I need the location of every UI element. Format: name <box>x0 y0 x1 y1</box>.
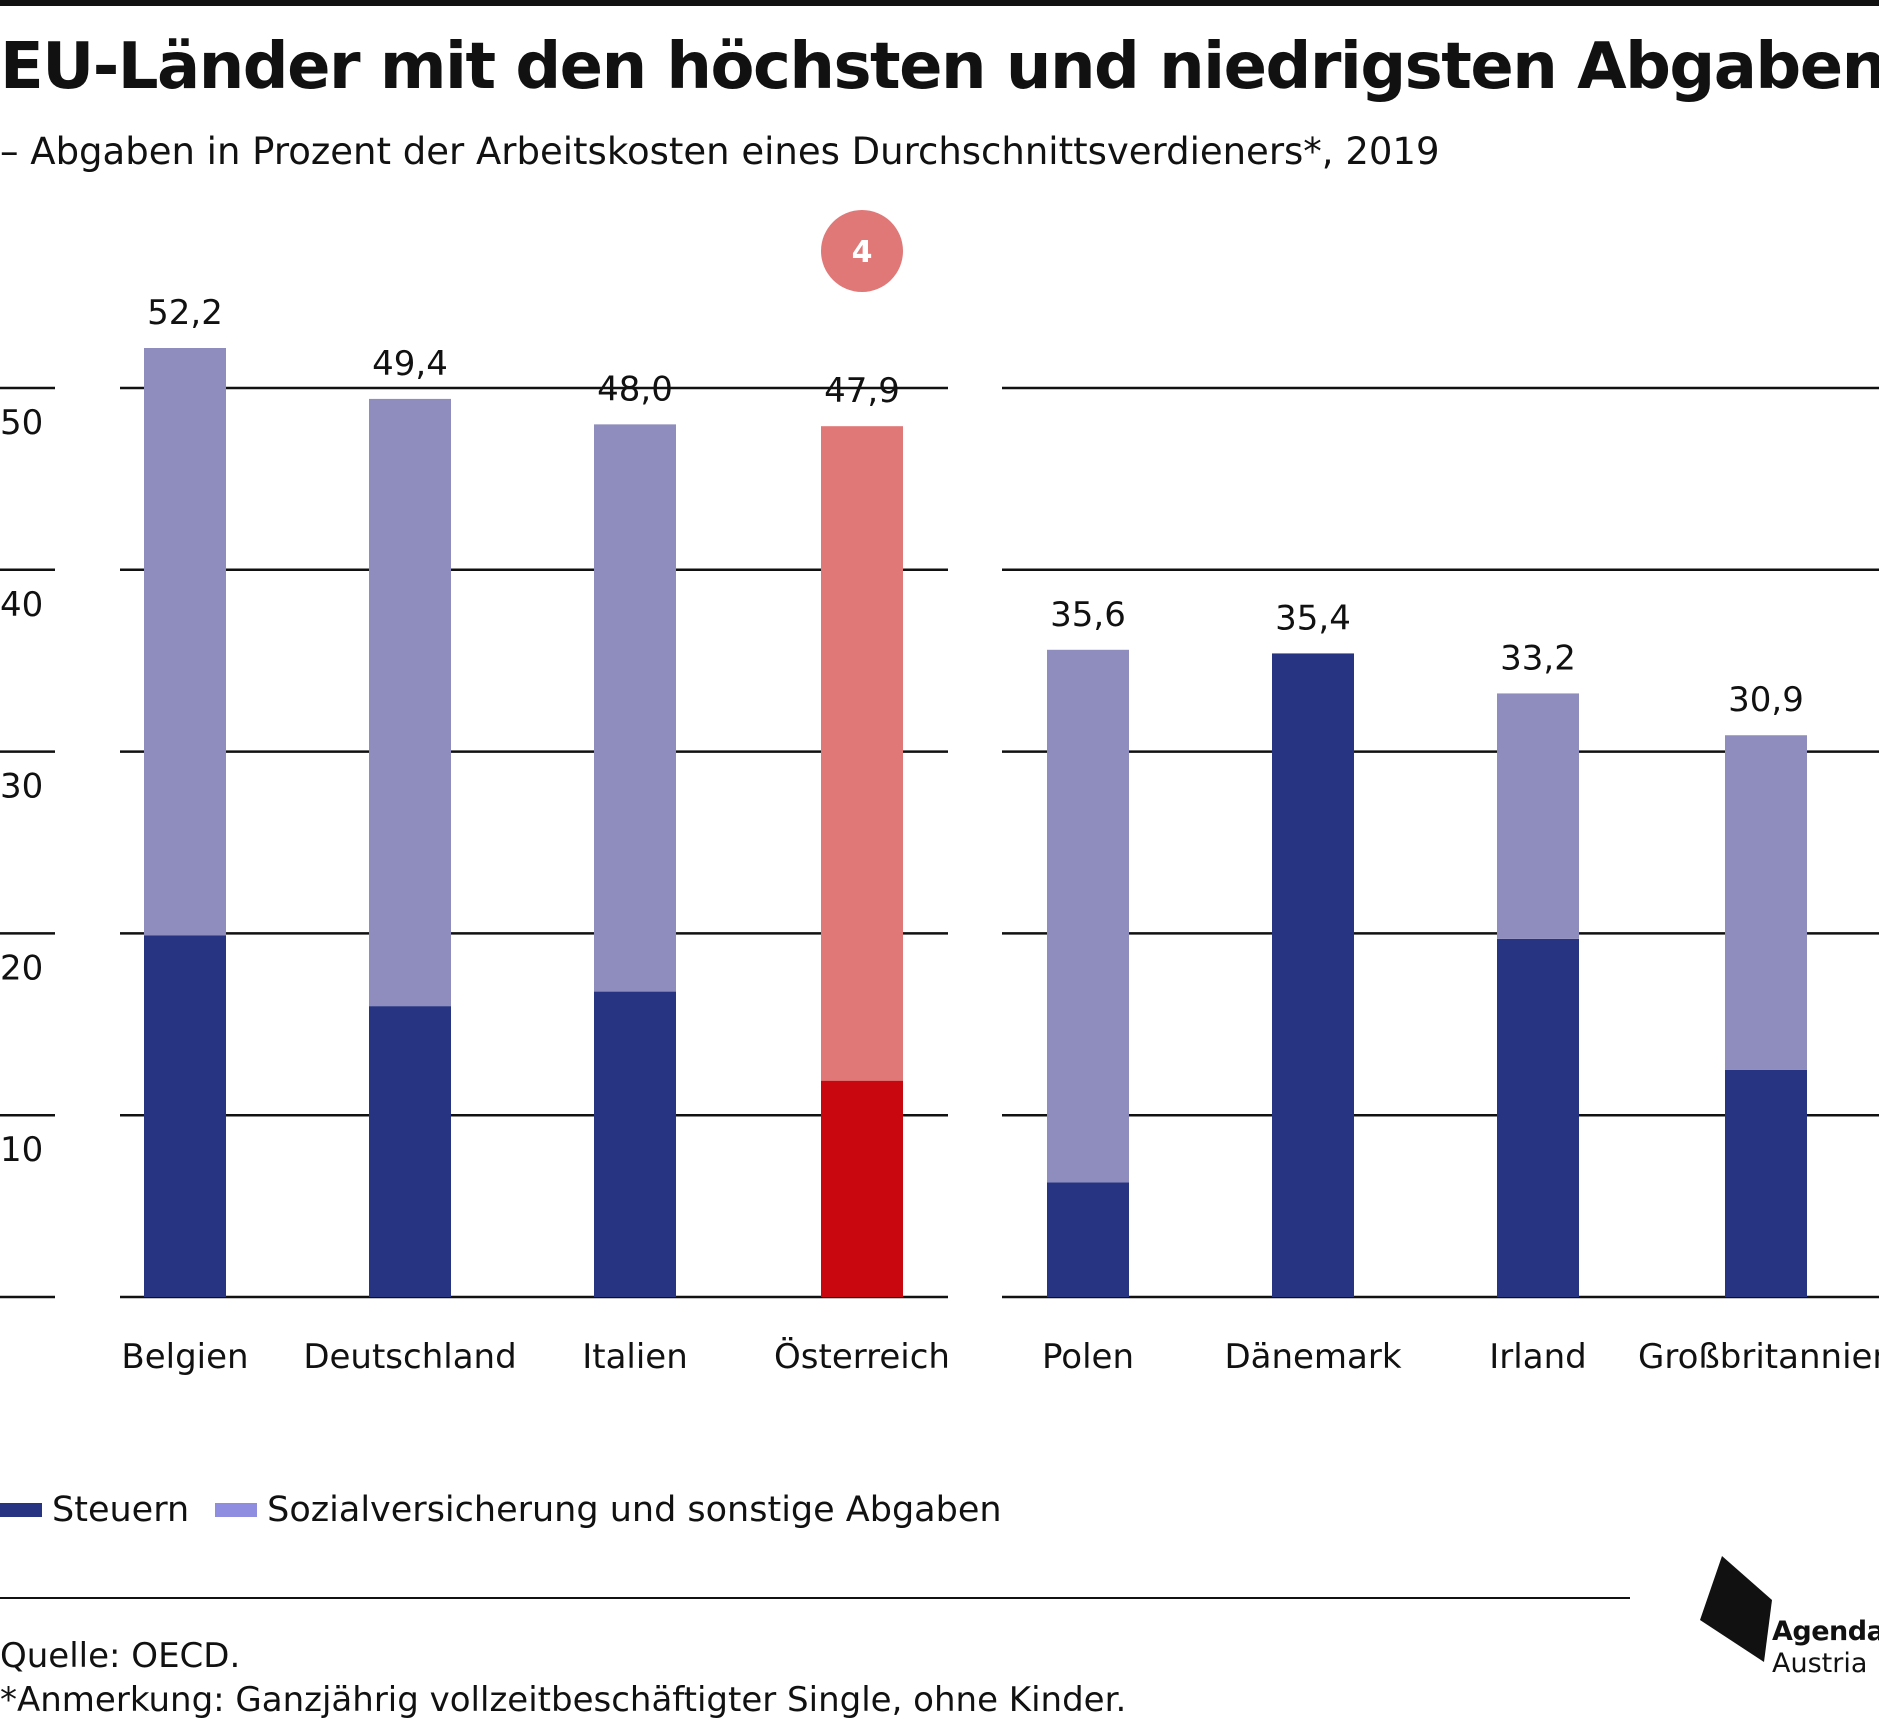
data-label-irland: 33,2 <box>1500 638 1576 678</box>
logo-text-austria: Austria <box>1772 1648 1868 1679</box>
logo-text-agenda: Agenda <box>1772 1616 1879 1647</box>
agenda-austria-logo: Agenda Austria <box>1700 1550 1879 1710</box>
bar-steuern-daenemark <box>1272 653 1354 1297</box>
y-tick-label: 10 <box>0 1130 43 1170</box>
category-label-belgien: Belgien <box>121 1337 248 1377</box>
y-tick-label: 40 <box>0 585 43 625</box>
legend-label-steuern: Steuern <box>52 1490 190 1530</box>
category-label-grossbritannien: Großbritannien <box>1638 1337 1879 1377</box>
category-label-oesterreich: Österreich <box>774 1336 950 1377</box>
bar-steuern-oesterreich <box>821 1080 903 1297</box>
bar-steuern-grossbritannien <box>1725 1069 1807 1297</box>
bar-steuern-irland <box>1497 938 1579 1297</box>
legend-swatch-sozialversicherung <box>215 1503 258 1517</box>
bar-sozial-oesterreich <box>821 426 903 1081</box>
y-tick-label: 30 <box>0 767 43 807</box>
category-label-daenemark: Dänemark <box>1224 1337 1401 1377</box>
legend-label-sozialversicherung: Sozialversicherung und sonstige Abgaben <box>267 1490 1002 1530</box>
chart-subtitle: – Abgaben in Prozent der Arbeitskosten e… <box>0 130 1440 173</box>
data-label-italien: 48,0 <box>597 369 673 409</box>
category-label-deutschland: Deutschland <box>303 1337 516 1377</box>
bar-chart: 10 20 30 40 50 52,2 Belgien 49,4 Deutschland 48,0… <box>0 210 1879 1377</box>
category-label-irland: Irland <box>1489 1337 1586 1377</box>
chart-title: EU-Länder mit den höchsten und niedrigst… <box>0 30 1879 104</box>
legend-item-steuern: Steuern <box>0 1490 189 1530</box>
data-label-polen: 35,6 <box>1050 595 1126 635</box>
legend-item-sozialversicherung: Sozialversicherung und sonstige Abgaben <box>215 1490 1002 1530</box>
bar-sozial-polen <box>1047 649 1129 1183</box>
bar-steuern-italien <box>594 991 676 1297</box>
source-note: Quelle: OECD. <box>0 1636 241 1676</box>
bar-steuern-belgien <box>144 935 226 1297</box>
category-label-italien: Italien <box>582 1337 688 1377</box>
bar-sozial-deutschland <box>369 398 451 1007</box>
y-tick-label: 50 <box>0 403 43 443</box>
logo-shape-icon <box>1700 1556 1772 1662</box>
rank-badge-label: 4 <box>852 235 873 270</box>
data-label-belgien: 52,2 <box>147 293 223 333</box>
bar-sozial-belgien <box>144 348 226 936</box>
category-label-polen: Polen <box>1042 1337 1134 1377</box>
top-rule <box>0 0 1879 6</box>
bar-sozial-irland <box>1497 693 1579 939</box>
data-label-deutschland: 49,4 <box>372 344 448 384</box>
legend-swatch-steuern <box>0 1503 42 1517</box>
data-label-oesterreich: 47,9 <box>824 371 900 411</box>
bar-sozial-grossbritannien <box>1725 735 1807 1070</box>
bar-steuern-deutschland <box>369 1006 451 1297</box>
data-label-grossbritannien: 30,9 <box>1728 680 1804 720</box>
bar-steuern-polen <box>1047 1182 1129 1297</box>
footnote: *Anmerkung: Ganzjährig vollzeitbeschäfti… <box>0 1680 1127 1720</box>
footer-divider <box>0 1597 1630 1599</box>
bar-sozial-italien <box>594 424 676 992</box>
y-tick-label: 20 <box>0 948 43 988</box>
legend: Steuern Sozialversicherung und sonstige … <box>0 1490 1028 1530</box>
data-label-daenemark: 35,4 <box>1275 598 1351 638</box>
rank-badge-icon <box>821 210 903 292</box>
